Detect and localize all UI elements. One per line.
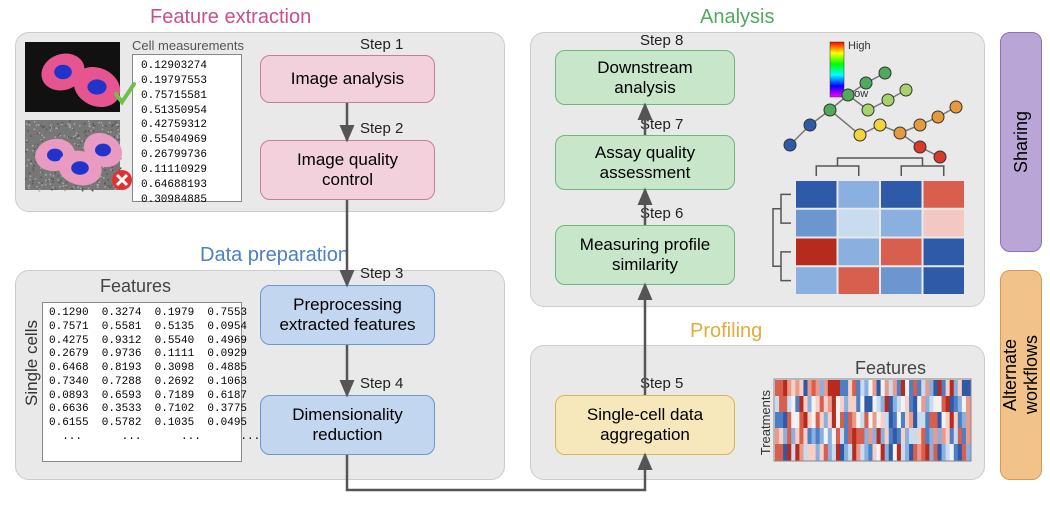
step-2-box: Image qualitycontrol	[260, 140, 435, 200]
features-table-title: Features	[100, 276, 171, 297]
step-6-label: Step 6	[640, 205, 683, 222]
cell-measurements-list: 0.12903274 0.19797553 0.75715581 0.51350…	[132, 54, 242, 202]
step-5-label: Step 5	[640, 375, 683, 392]
step-5-box: Single-cell dataaggregation	[555, 395, 735, 455]
profiling-features-title: Features	[855, 358, 926, 379]
step-4-box: Dimensionalityreduction	[260, 395, 435, 455]
title-analysis: Analysis	[700, 6, 774, 29]
step-2-label: Step 2	[360, 120, 403, 137]
step-8-label: Step 8	[640, 32, 683, 49]
title-feature-extraction: Feature extraction	[150, 6, 311, 29]
title-profiling: Profiling	[690, 320, 762, 343]
tab-alternate: Alternateworkflows	[1000, 270, 1042, 480]
cell-measurements-title: Cell measurements	[132, 38, 244, 53]
tab-sharing: Sharing	[1000, 32, 1042, 252]
profiling-axis: Treatments	[758, 390, 773, 455]
title-data-preparation: Data preparation	[200, 244, 349, 267]
step-1-box: Image analysis	[260, 55, 435, 103]
step-7-label: Step 7	[640, 116, 683, 133]
step-8-box: Downstreamanalysis	[555, 50, 735, 105]
features-table-axis: Single cells	[22, 320, 42, 406]
step-4-label: Step 4	[360, 375, 403, 392]
step-3-label: Step 3	[360, 265, 403, 282]
step-3-box: Preprocessingextracted features	[260, 285, 435, 345]
step-7-box: Assay qualityassessment	[555, 135, 735, 190]
step-1-label: Step 1	[360, 36, 403, 53]
step-6-box: Measuring profilesimilarity	[555, 225, 735, 285]
features-table: 0.1290 0.3274 0.1979 0.7553 0.7571 0.558…	[42, 302, 242, 462]
